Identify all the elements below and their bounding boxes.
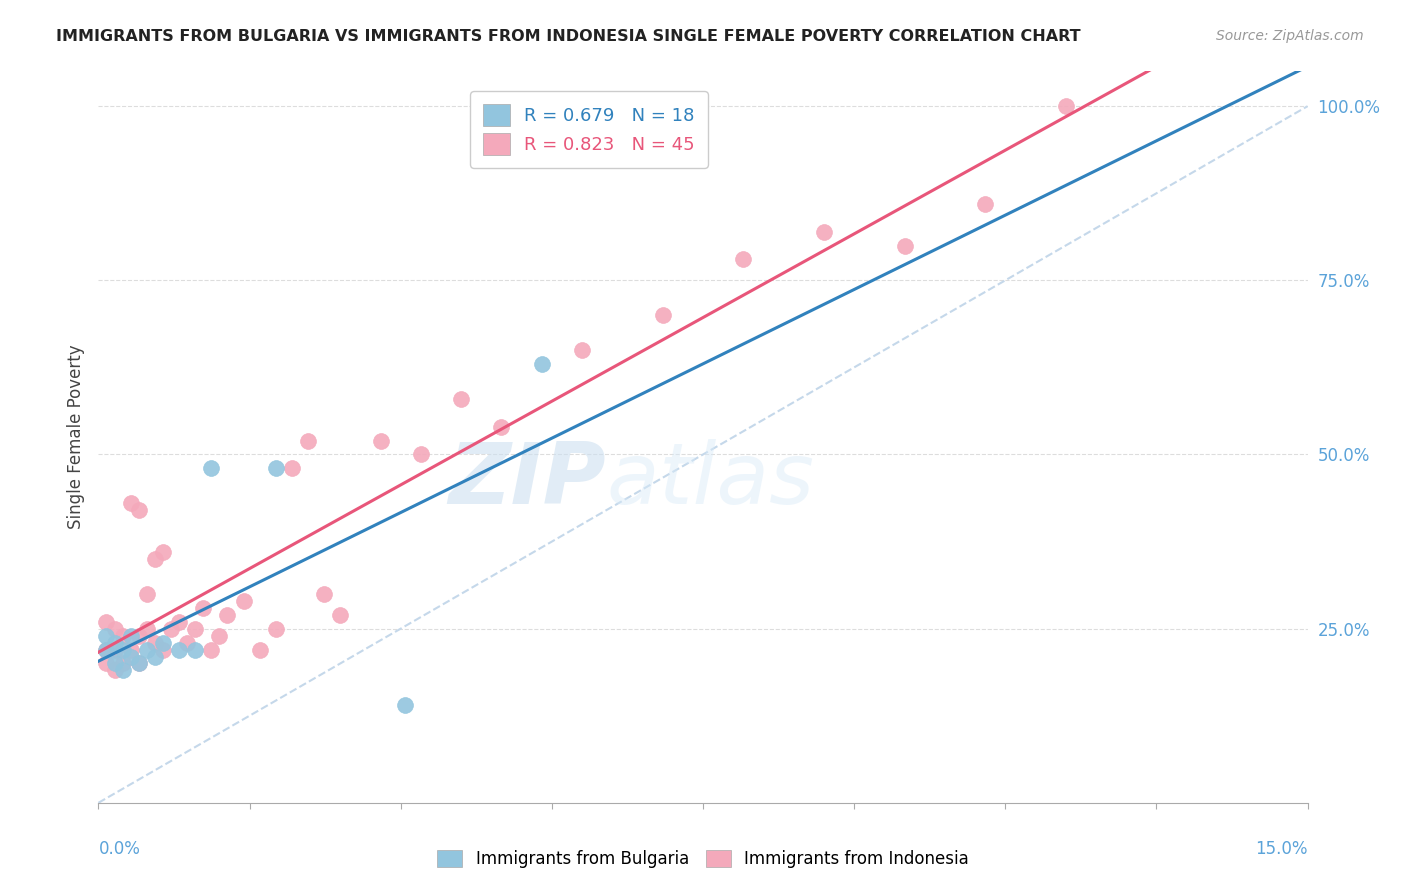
Point (96, 642, 118, 657)
Point (184, 622, 207, 636)
Point (120, 629, 142, 643)
Point (893, 238, 915, 252)
Point (152, 635, 174, 649)
Point (370, 434, 392, 448)
Point (491, 419, 513, 434)
Point (329, 607, 352, 622)
Text: ZIP: ZIP (449, 440, 606, 523)
Point (184, 642, 207, 657)
Point (167, 642, 190, 657)
Point (103, 635, 125, 649)
Point (135, 587, 157, 601)
Text: IMMIGRANTS FROM BULGARIA VS IMMIGRANTS FROM INDONESIA SINGLE FEMALE POVERTY CORR: IMMIGRANTS FROM BULGARIA VS IMMIGRANTS F… (56, 29, 1081, 44)
Point (249, 642, 271, 657)
Point (111, 629, 134, 643)
Point (974, 196, 997, 211)
Text: atlas: atlas (606, 440, 814, 523)
Point (120, 496, 142, 510)
Point (281, 461, 304, 475)
Point (103, 642, 125, 657)
Point (103, 664, 125, 678)
Point (264, 461, 287, 475)
Point (128, 503, 150, 517)
Point (128, 629, 150, 643)
Point (200, 461, 222, 475)
Point (813, 225, 835, 239)
Point (232, 594, 254, 608)
Point (167, 615, 190, 629)
Point (160, 622, 183, 636)
Point (128, 657, 150, 671)
Point (193, 600, 215, 615)
Point (96, 615, 118, 629)
Text: 15.0%: 15.0% (1256, 840, 1308, 858)
Point (152, 642, 174, 657)
Point (111, 642, 134, 657)
Point (96, 642, 118, 657)
Legend: Immigrants from Bulgaria, Immigrants from Indonesia: Immigrants from Bulgaria, Immigrants fro… (430, 843, 976, 875)
Point (176, 635, 198, 649)
Point (217, 607, 239, 622)
Point (409, 448, 432, 462)
Point (1054, 99, 1077, 113)
Point (571, 343, 593, 357)
Point (96, 657, 118, 671)
Point (450, 392, 472, 406)
Legend: R = 0.679   N = 18, R = 0.823   N = 45: R = 0.679 N = 18, R = 0.823 N = 45 (470, 91, 707, 168)
Point (111, 664, 134, 678)
Point (733, 252, 755, 267)
Point (143, 552, 166, 566)
Point (651, 308, 673, 322)
Y-axis label: Single Female Poverty: Single Female Poverty (66, 345, 84, 529)
Point (128, 657, 150, 671)
Point (394, 698, 416, 713)
Point (208, 629, 231, 643)
Text: 0.0%: 0.0% (98, 840, 141, 858)
Point (314, 587, 336, 601)
Text: Source: ZipAtlas.com: Source: ZipAtlas.com (1216, 29, 1364, 43)
Point (135, 622, 157, 636)
Point (135, 642, 157, 657)
Point (111, 657, 134, 671)
Point (264, 622, 287, 636)
Point (530, 357, 553, 371)
Point (96, 629, 118, 643)
Point (297, 434, 319, 448)
Point (143, 649, 166, 664)
Point (120, 642, 142, 657)
Point (152, 545, 174, 559)
Point (103, 622, 125, 636)
Point (143, 635, 166, 649)
Point (103, 657, 125, 671)
Point (200, 642, 222, 657)
Point (120, 649, 142, 664)
